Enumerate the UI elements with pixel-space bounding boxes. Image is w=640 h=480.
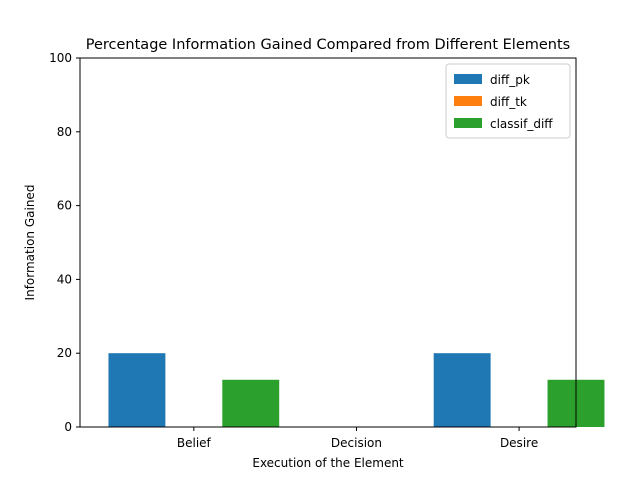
legend-swatch-diff_tk — [454, 96, 482, 106]
y-tick-label: 40 — [57, 272, 72, 286]
y-tick-label: 60 — [57, 199, 72, 213]
legend-label-classif_diff: classif_diff — [490, 117, 553, 131]
legend-label-diff_pk: diff_pk — [490, 73, 530, 87]
bar-diff_pk-desire — [433, 353, 491, 427]
y-tick-label: 20 — [57, 346, 72, 360]
legend-swatch-diff_pk — [454, 74, 482, 84]
x-axis: Belief Decision Desire — [177, 427, 538, 450]
y-tick-label: 80 — [57, 125, 72, 139]
x-tick-label: Decision — [331, 436, 382, 450]
bars-layer — [108, 353, 605, 427]
bar-classif_diff-belief — [222, 379, 280, 427]
x-tick-label: Desire — [500, 436, 538, 450]
y-axis-label: Information Gained — [23, 185, 37, 301]
chart-title: Percentage Information Gained Compared f… — [86, 37, 570, 53]
x-axis-label: Execution of the Element — [252, 456, 404, 470]
plot-frame — [79, 57, 577, 428]
y-tick-label: 0 — [64, 420, 72, 434]
x-tick-label: Belief — [177, 436, 212, 450]
legend-swatch-classif_diff — [454, 118, 482, 128]
y-tick-label: 100 — [49, 51, 72, 65]
legend-label-diff_tk: diff_tk — [490, 95, 527, 109]
legend: diff_pk diff_tk classif_diff — [445, 63, 571, 139]
y-axis: 0 20 40 60 80 100 — [49, 51, 80, 434]
bar-diff_pk-belief — [108, 353, 166, 427]
